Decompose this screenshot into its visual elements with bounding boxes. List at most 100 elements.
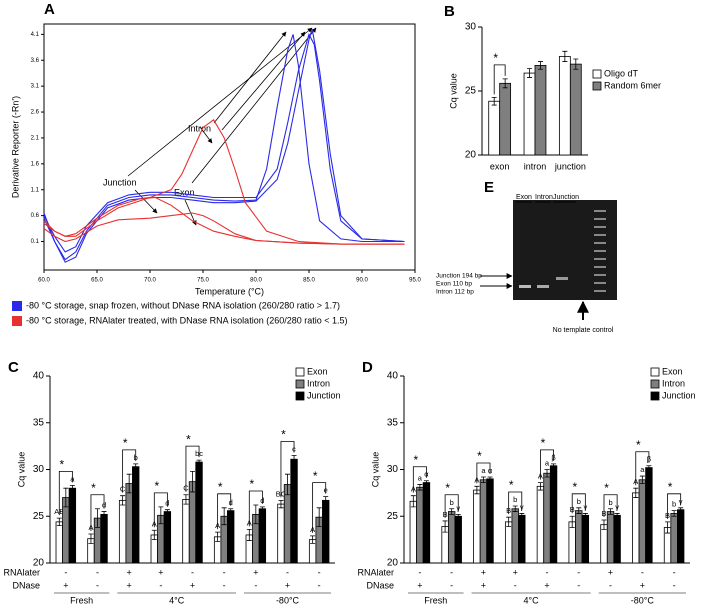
error-bar bbox=[196, 459, 202, 465]
y-tick-label: 1.6 bbox=[31, 161, 40, 167]
error-bar bbox=[527, 68, 533, 78]
condition-value: - bbox=[673, 567, 676, 577]
condition-value: - bbox=[577, 567, 580, 577]
significance-star: * bbox=[493, 51, 498, 65]
bar bbox=[606, 511, 615, 564]
error-bar bbox=[491, 97, 497, 106]
error-bar bbox=[608, 508, 614, 515]
condition-value: - bbox=[418, 567, 421, 577]
bar bbox=[416, 486, 424, 564]
error-bar bbox=[120, 495, 126, 506]
x-tick-label: junction bbox=[554, 161, 586, 171]
y-tick-label: 3.1 bbox=[31, 84, 40, 90]
bar bbox=[422, 482, 431, 564]
panel-label: A bbox=[44, 1, 55, 18]
error-bar bbox=[506, 516, 512, 527]
panel-label: E bbox=[484, 179, 494, 196]
error-bar bbox=[665, 521, 671, 534]
y-tick-label: 1.1 bbox=[31, 187, 40, 193]
condition-value: + bbox=[127, 567, 132, 577]
error-bar bbox=[310, 535, 316, 544]
condition-value: - bbox=[450, 580, 453, 590]
group-label: Fresh bbox=[70, 595, 93, 605]
significance-letter: b bbox=[672, 500, 676, 509]
condition-label: RNAlater bbox=[3, 567, 40, 577]
error-bar bbox=[474, 485, 480, 495]
significance-letter: b bbox=[608, 498, 612, 507]
condition-value: + bbox=[513, 567, 518, 577]
bar bbox=[676, 509, 685, 564]
y-tick-label: 35 bbox=[33, 417, 45, 428]
error-bar bbox=[316, 507, 322, 527]
significance-letter: a bbox=[481, 466, 486, 475]
error-bar bbox=[221, 507, 227, 526]
bar bbox=[511, 508, 519, 564]
error-bar bbox=[671, 510, 677, 517]
significance-bracket bbox=[571, 493, 586, 514]
condition-value: + bbox=[63, 580, 68, 590]
bar bbox=[523, 72, 536, 156]
error-bar bbox=[569, 515, 575, 528]
condition-value: + bbox=[190, 580, 195, 590]
significance-letter: a bbox=[418, 473, 423, 482]
error-bar bbox=[502, 78, 508, 89]
bar bbox=[549, 465, 558, 564]
significance-star: * bbox=[604, 481, 609, 495]
bar bbox=[504, 521, 513, 564]
bar bbox=[163, 511, 172, 564]
bar bbox=[536, 485, 545, 564]
condition-value: - bbox=[64, 567, 67, 577]
bar bbox=[581, 514, 590, 564]
legend-swatch bbox=[592, 69, 602, 79]
y-tick-label: 20 bbox=[33, 558, 45, 569]
significance-bracket bbox=[312, 482, 327, 533]
y-tick-label: 4.1 bbox=[31, 32, 40, 38]
gel-lane-label: Exon bbox=[516, 194, 532, 201]
significance-bracket bbox=[540, 449, 554, 480]
significance-star: * bbox=[414, 453, 419, 467]
error-bar bbox=[537, 482, 543, 491]
legend-swatch bbox=[592, 81, 602, 91]
condition-label: DNase bbox=[12, 580, 40, 590]
significance-bracket bbox=[603, 494, 618, 517]
group-label: Fresh bbox=[424, 595, 447, 605]
significance-star: * bbox=[509, 478, 514, 492]
y-tick-label: 40 bbox=[387, 371, 399, 382]
condition-value: - bbox=[159, 580, 162, 590]
condition-value: - bbox=[254, 580, 257, 590]
condition-value: - bbox=[286, 567, 289, 577]
condition-value: - bbox=[609, 580, 612, 590]
significance-star: * bbox=[281, 428, 286, 442]
bar bbox=[447, 511, 456, 564]
condition-value: - bbox=[191, 567, 194, 577]
significance-star: * bbox=[572, 480, 577, 494]
significance-bracket bbox=[217, 493, 232, 530]
condition-value: + bbox=[127, 580, 132, 590]
y-tick-label: 30 bbox=[33, 464, 45, 475]
error-bar bbox=[151, 529, 157, 541]
significance-bracket bbox=[508, 491, 523, 515]
gel-band-label: Exon 110 bp bbox=[436, 281, 472, 288]
error-bar bbox=[253, 504, 259, 525]
y-tick-label: 30 bbox=[387, 464, 399, 475]
significance-bracket bbox=[153, 492, 168, 528]
legend-label: Junction bbox=[307, 390, 341, 400]
error-bar bbox=[190, 470, 195, 493]
error-bar bbox=[601, 519, 607, 530]
error-bar bbox=[573, 58, 579, 70]
bar bbox=[488, 100, 501, 156]
gel bbox=[480, 200, 617, 320]
y-axis-label: Derivative Reporter (-Rn') bbox=[10, 96, 20, 198]
condition-value: + bbox=[253, 567, 258, 577]
error-bar bbox=[417, 484, 423, 491]
condition-value: - bbox=[223, 580, 226, 590]
x-tick-label: 80.0 bbox=[250, 278, 262, 284]
significance-star: * bbox=[154, 479, 159, 493]
legend-swatch bbox=[295, 379, 305, 389]
error-bar bbox=[423, 480, 429, 485]
gel-note: No template control bbox=[553, 327, 614, 334]
error-bar bbox=[519, 513, 525, 518]
x-axis-label: Temperature (°C) bbox=[195, 286, 264, 296]
bar bbox=[125, 483, 133, 564]
